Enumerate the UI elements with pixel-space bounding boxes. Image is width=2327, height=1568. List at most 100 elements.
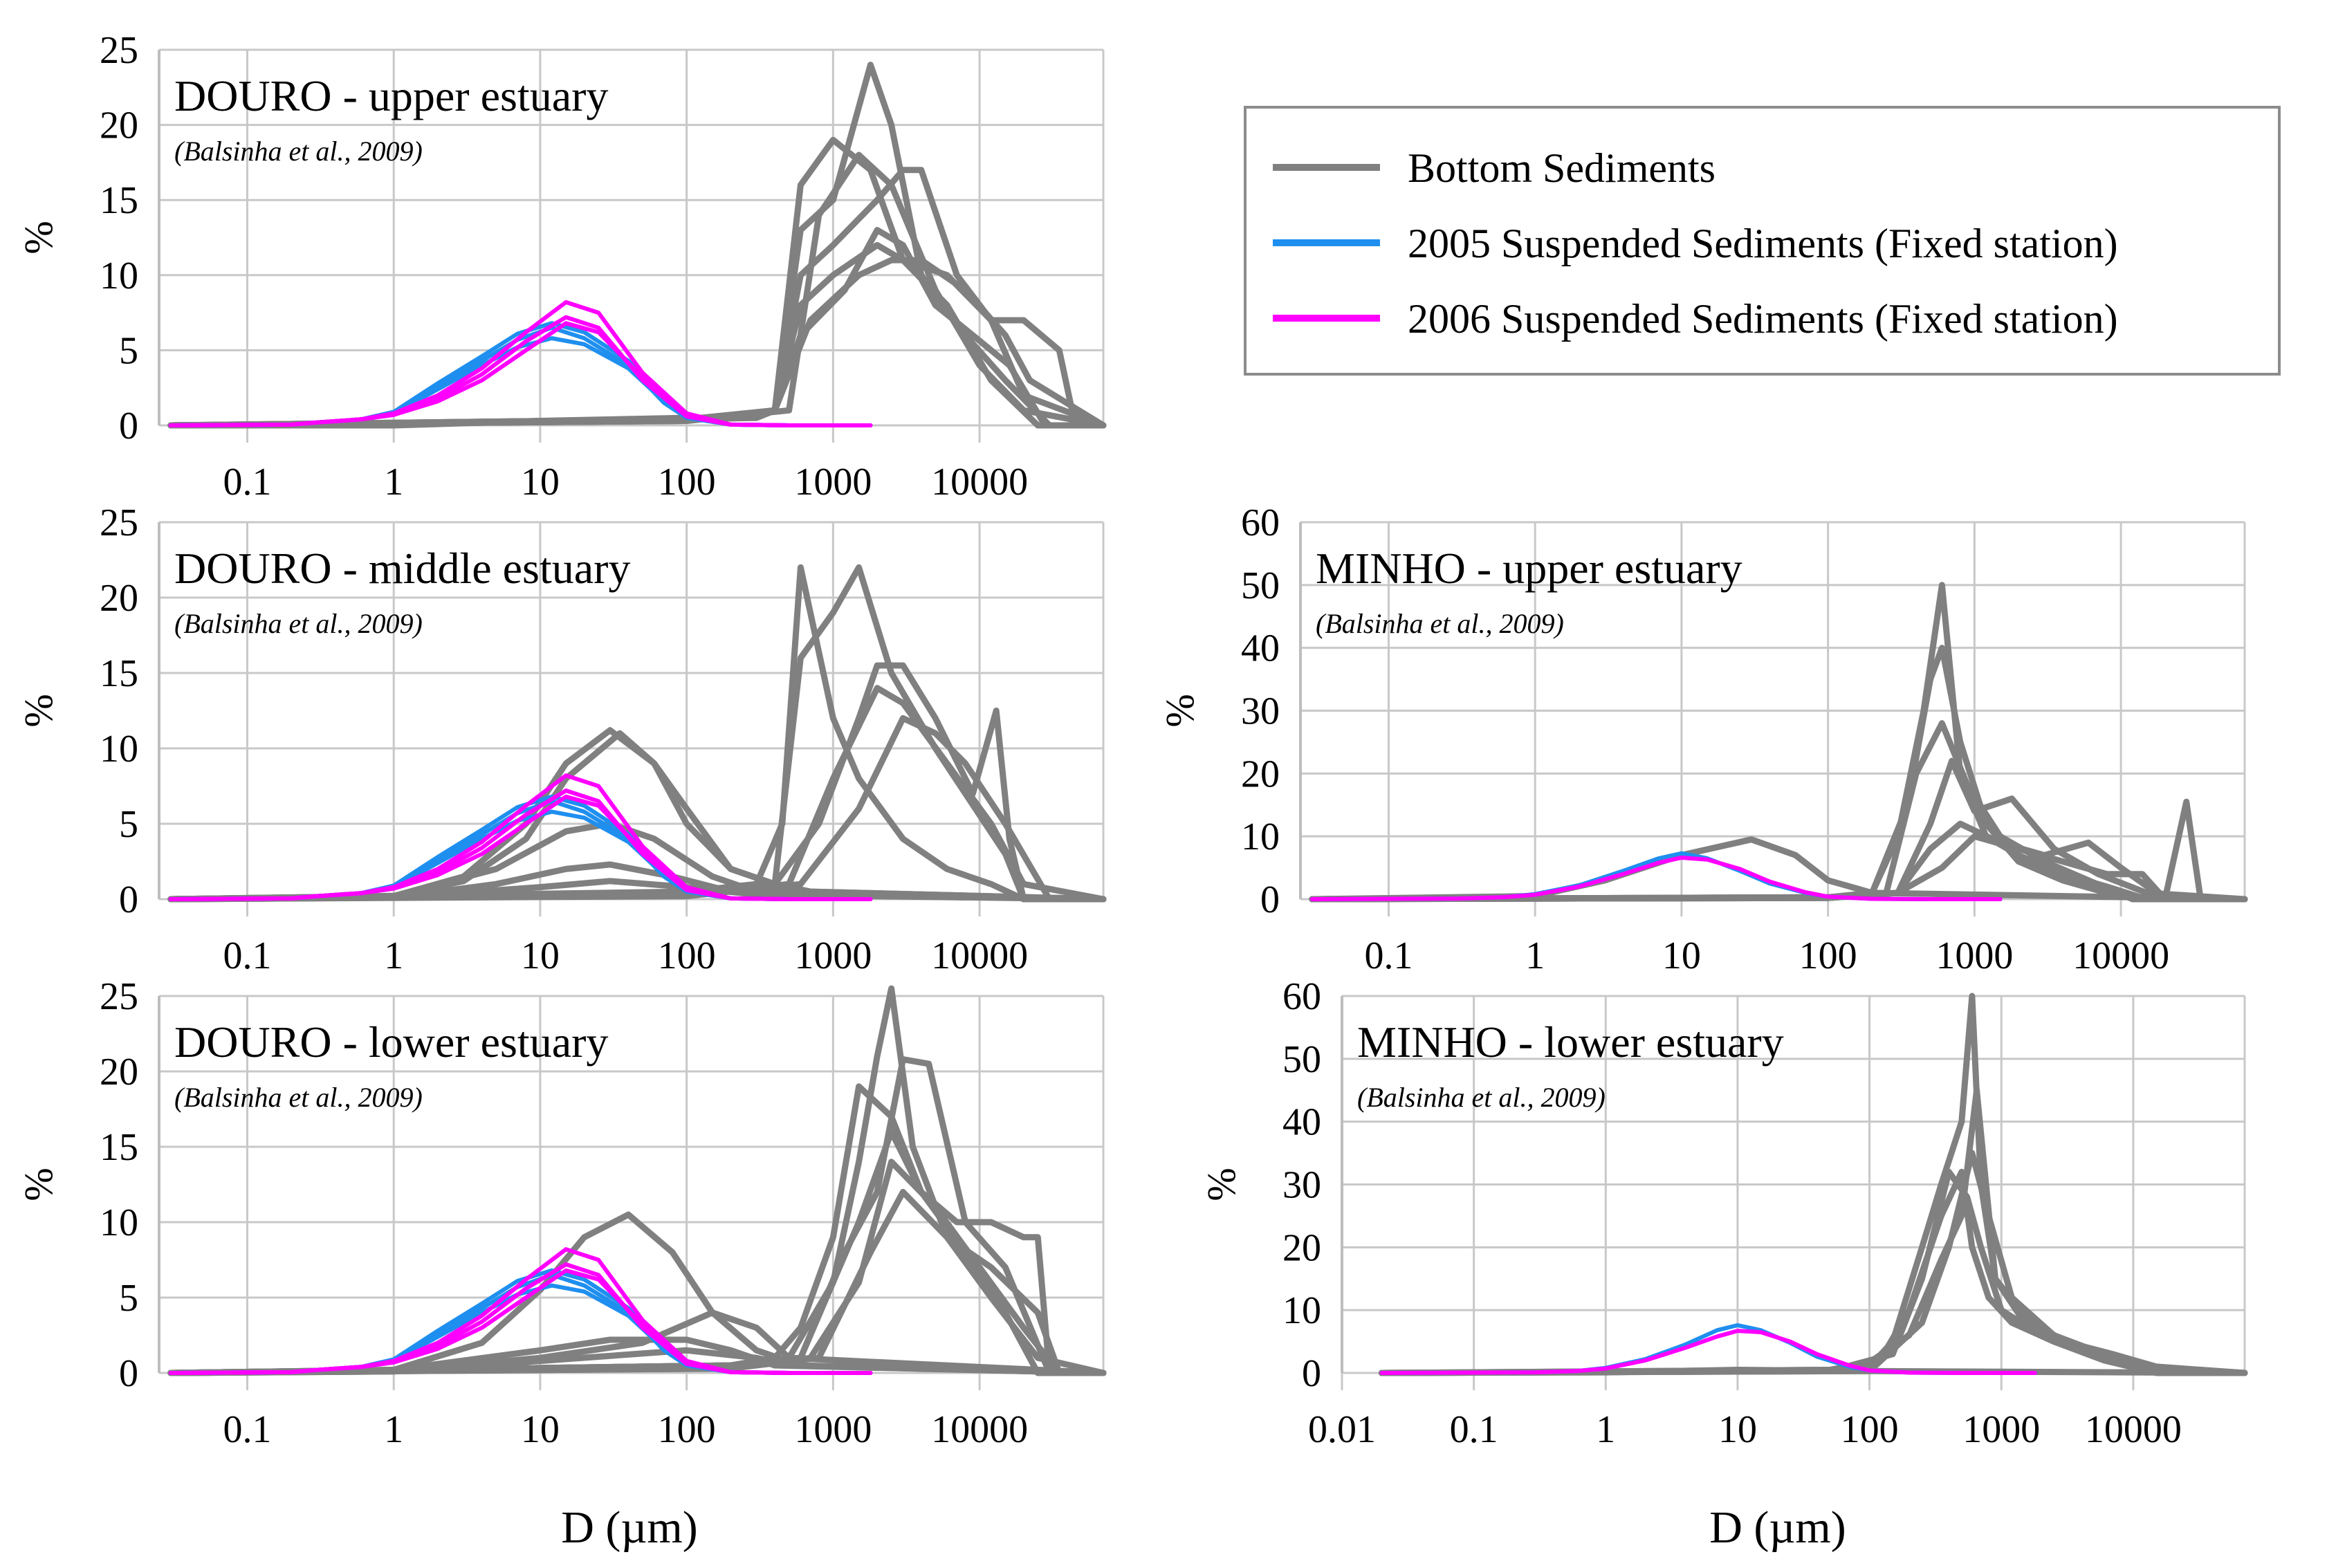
- x-tick-label: 1000: [1962, 1408, 2040, 1451]
- x-tick-label: 10: [521, 934, 560, 977]
- x-tick-label: 10: [521, 1408, 560, 1451]
- x-tick-label: 10: [1718, 1408, 1757, 1451]
- x-tick-label: 1000: [1935, 934, 2013, 977]
- x-axis-label-right: D (µm): [1709, 1502, 1846, 1553]
- series-line-bottom-sediments: [167, 820, 1107, 903]
- series-line-bottom-sediments: [1378, 1150, 2248, 1376]
- panel-title: MINHO - upper estuary: [1316, 544, 1742, 593]
- y-tick-label: 10: [100, 1201, 138, 1244]
- x-tick-label: 1000: [794, 1408, 872, 1451]
- y-tick-label: 5: [119, 1277, 138, 1320]
- x-tick-label: 1000: [794, 934, 872, 977]
- legend: Bottom Sediments 2005 Suspended Sediment…: [1244, 106, 2281, 376]
- series-line-bottom-sediments: [167, 714, 1107, 903]
- y-tick-label: 15: [100, 179, 138, 222]
- y-tick-label: 25: [100, 29, 138, 72]
- y-tick-label: 60: [1241, 501, 1280, 544]
- x-axis-label-left: D (µm): [561, 1502, 697, 1553]
- y-axis-label: %: [16, 221, 61, 254]
- y-tick-label: 30: [1241, 690, 1280, 733]
- panel-citation: (Balsinha et al., 2009): [174, 1082, 423, 1113]
- panel-minho-lower: 0 10 20 30 40 50 60 0.01 0.1 1 10 100 1000 10000% MINH…: [1199, 975, 2248, 1451]
- series-line-bottom-sediments: [167, 1188, 1107, 1376]
- y-tick-label: 20: [1282, 1226, 1321, 1269]
- x-tick-label: 100: [1841, 1408, 1899, 1451]
- x-tick-label: 10000: [931, 461, 1028, 504]
- y-tick-label: 30: [1282, 1164, 1321, 1207]
- y-tick-label: 40: [1241, 627, 1280, 670]
- panel-douro-upper: 0 5 10 15 20 25 0.1 1 10 100 1000 10000% DOURO - upp…: [16, 29, 1107, 504]
- series-line-bottom-sediments: [1378, 1087, 2248, 1376]
- y-tick-label: 40: [1282, 1101, 1321, 1144]
- y-axis-label: %: [1199, 1168, 1244, 1201]
- x-tick-label: 1: [1525, 934, 1545, 977]
- x-tick-label: 1000: [794, 461, 872, 504]
- legend-label-2006: 2006 Suspended Sediments (Fixed station): [1408, 296, 2118, 342]
- y-tick-label: 10: [100, 728, 138, 771]
- y-tick-label: 60: [1282, 975, 1321, 1018]
- series-line-suspended-2006: [168, 299, 873, 427]
- panel-minho-upper: 0 10 20 30 40 50 60 0.1 1 10 100 1000 10000% MINHO - …: [1157, 501, 2248, 977]
- series-line-bottom-sediments: [167, 151, 1107, 429]
- x-tick-label: 1: [384, 1408, 403, 1451]
- series-line-suspended-2006: [168, 321, 873, 427]
- series-line-suspended-2006: [168, 1268, 873, 1375]
- y-axis-label: %: [16, 694, 61, 727]
- y-tick-label: 20: [100, 577, 138, 620]
- x-tick-label: 0.1: [1450, 1408, 1498, 1451]
- y-tick-label: 20: [100, 104, 138, 147]
- x-tick-label: 10: [1662, 934, 1701, 977]
- panel-title: DOURO - middle estuary: [174, 544, 630, 593]
- y-tick-label: 0: [119, 1352, 138, 1395]
- x-tick-label: 0.1: [1364, 934, 1413, 977]
- series-line-bottom-sediments: [167, 227, 1107, 429]
- series-line-suspended-2006: [1309, 856, 2003, 901]
- x-tick-label: 100: [658, 461, 716, 504]
- series-line-bottom-sediments: [167, 1083, 1107, 1376]
- y-tick-label: 0: [1302, 1352, 1321, 1395]
- x-tick-label: 10000: [931, 1408, 1028, 1451]
- y-tick-label: 15: [100, 1126, 138, 1169]
- series-line-bottom-sediments: [167, 167, 1107, 429]
- legend-label-2005: 2005 Suspended Sediments (Fixed station): [1408, 221, 2118, 266]
- x-tick-label: 10000: [2072, 934, 2169, 977]
- y-axis-label: %: [1157, 694, 1202, 727]
- x-tick-label: 10000: [2085, 1408, 2182, 1451]
- panel-douro-middle: 0 5 10 15 20 25 0.1 1 10 100 1000 10000% DOURO - mid…: [16, 501, 1107, 977]
- y-tick-label: 5: [119, 803, 138, 846]
- y-tick-label: 0: [119, 405, 138, 448]
- panel-citation: (Balsinha et al., 2009): [174, 136, 423, 167]
- x-tick-label: 10: [521, 461, 560, 504]
- legend-label-bottom: Bottom Sediments: [1408, 145, 1716, 191]
- x-tick-label: 0.1: [223, 1408, 271, 1451]
- x-tick-label: 10000: [931, 934, 1028, 977]
- y-tick-label: 25: [100, 501, 138, 544]
- series-line-bottom-sediments: [1378, 1168, 2248, 1376]
- y-tick-label: 50: [1282, 1038, 1321, 1081]
- y-tick-label: 10: [1282, 1289, 1321, 1332]
- panel-title: DOURO - upper estuary: [174, 71, 608, 120]
- series-line-suspended-2005: [1379, 1323, 2037, 1375]
- y-tick-label: 10: [100, 255, 138, 297]
- x-tick-label: 100: [658, 934, 716, 977]
- y-tick-label: 0: [119, 878, 138, 921]
- x-tick-label: 100: [1799, 934, 1857, 977]
- series-line-bottom-sediments: [1309, 820, 2248, 903]
- panel-citation: (Balsinha et al., 2009): [1316, 608, 1564, 639]
- y-tick-label: 20: [1241, 753, 1280, 795]
- series-line-suspended-2006: [168, 794, 873, 901]
- y-tick-label: 0: [1260, 878, 1280, 921]
- panel-title: DOURO - lower estuary: [174, 1017, 608, 1067]
- x-tick-label: 0.1: [223, 461, 271, 504]
- series-line-bottom-sediments: [167, 62, 1107, 429]
- y-tick-label: 10: [1241, 815, 1280, 858]
- x-tick-label: 100: [658, 1408, 716, 1451]
- y-tick-label: 50: [1241, 564, 1280, 607]
- legend-box: [1244, 106, 2281, 376]
- y-tick-label: 20: [100, 1051, 138, 1094]
- x-tick-label: 0.01: [1308, 1408, 1376, 1451]
- x-tick-label: 0.1: [223, 934, 271, 977]
- x-tick-label: 1: [1596, 1408, 1615, 1451]
- y-tick-label: 5: [119, 329, 138, 372]
